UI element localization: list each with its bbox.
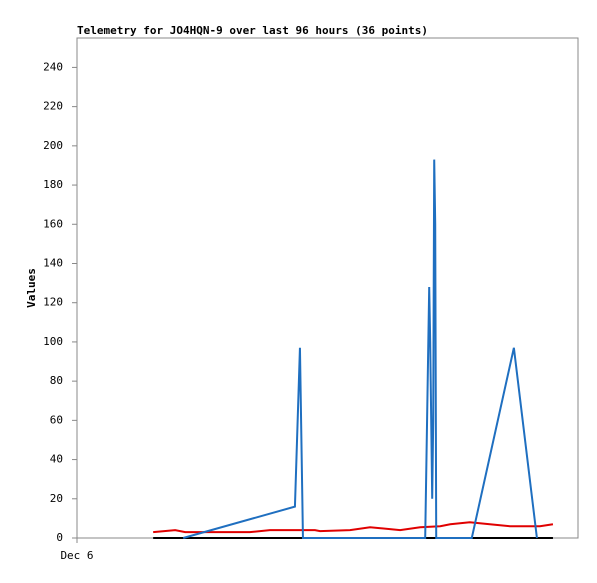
y-tick-label: 200 xyxy=(43,139,63,152)
series-line xyxy=(182,159,538,539)
x-tick-label: Dec 6 xyxy=(60,549,93,562)
y-tick-label: 120 xyxy=(43,296,63,309)
y-tick-label: 160 xyxy=(43,217,63,230)
chart-title: Telemetry for JO4HQN-9 over last 96 hour… xyxy=(77,24,428,37)
y-tick-label: 40 xyxy=(50,453,63,466)
series-line xyxy=(153,521,554,534)
y-tick-label: 140 xyxy=(43,256,63,269)
y-tick-label: 0 xyxy=(56,531,63,544)
y-tick-label: 220 xyxy=(43,100,63,113)
y-tick-label: 20 xyxy=(50,492,63,505)
y-tick-label: 60 xyxy=(50,413,63,426)
y-tick-label: 80 xyxy=(50,374,63,387)
y-axis-label: Values xyxy=(25,268,38,308)
y-tick-label: 180 xyxy=(43,178,63,191)
y-tick-label: 100 xyxy=(43,335,63,348)
y-tick-label: 240 xyxy=(43,60,63,73)
